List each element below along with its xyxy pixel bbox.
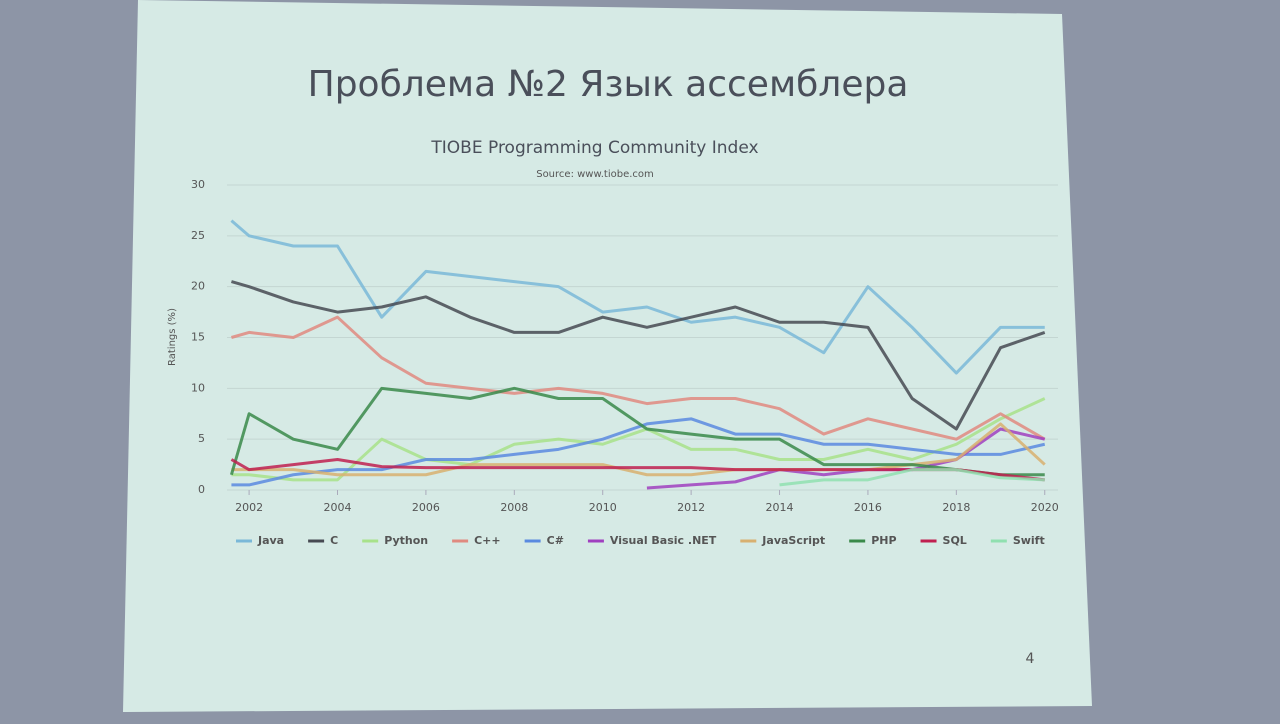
series-line xyxy=(646,427,1046,490)
legend-label: C# xyxy=(547,534,564,547)
y-tick-label: 5 xyxy=(198,432,205,445)
legend-label: JavaScript xyxy=(761,534,825,547)
x-tick-label: 2018 xyxy=(942,501,970,514)
x-tick-label: 2010 xyxy=(589,501,617,514)
series-line xyxy=(229,386,1045,477)
legend-label: Python xyxy=(384,534,428,547)
x-tick-label: 2006 xyxy=(412,501,440,514)
legend-label: Java xyxy=(257,534,284,547)
series-line xyxy=(231,315,1046,441)
x-tick-label: 2002 xyxy=(235,501,263,514)
legend-label: C xyxy=(330,534,338,547)
series-line xyxy=(231,417,1046,487)
chart-title: TIOBE Programming Community Index xyxy=(430,138,758,158)
y-tick-label: 30 xyxy=(191,178,205,191)
slide-title: Проблема №2 Язык ассемблера xyxy=(308,64,909,105)
x-tick-label: 2008 xyxy=(500,501,528,514)
y-tick-label: 20 xyxy=(191,280,205,293)
y-axis-label: Ratings (%) xyxy=(167,308,178,366)
page-number: 4 xyxy=(1026,651,1035,667)
series-line xyxy=(779,468,1045,487)
slide xyxy=(123,0,1092,712)
chart-subtitle: Source: www.tiobe.com xyxy=(536,169,654,180)
legend-label: C++ xyxy=(474,534,501,547)
series-line xyxy=(231,280,1046,431)
series-line xyxy=(231,397,1046,482)
y-tick-label: 15 xyxy=(191,331,205,344)
x-tick-label: 2004 xyxy=(324,501,352,514)
x-tick-label: 2016 xyxy=(854,501,882,514)
y-tick-label: 10 xyxy=(191,381,205,394)
legend-label: Swift xyxy=(1013,534,1045,547)
legend-label: PHP xyxy=(871,534,896,547)
y-tick-label: 25 xyxy=(191,229,205,242)
legend-label: SQL xyxy=(943,534,967,547)
x-tick-label: 2020 xyxy=(1031,501,1059,514)
y-tick-label: 0 xyxy=(198,483,205,496)
x-tick-label: 2014 xyxy=(766,501,794,514)
legend-label: Visual Basic .NET xyxy=(610,534,717,547)
x-tick-label: 2012 xyxy=(677,501,705,514)
series-line xyxy=(230,219,1045,375)
series-line xyxy=(230,458,1045,482)
